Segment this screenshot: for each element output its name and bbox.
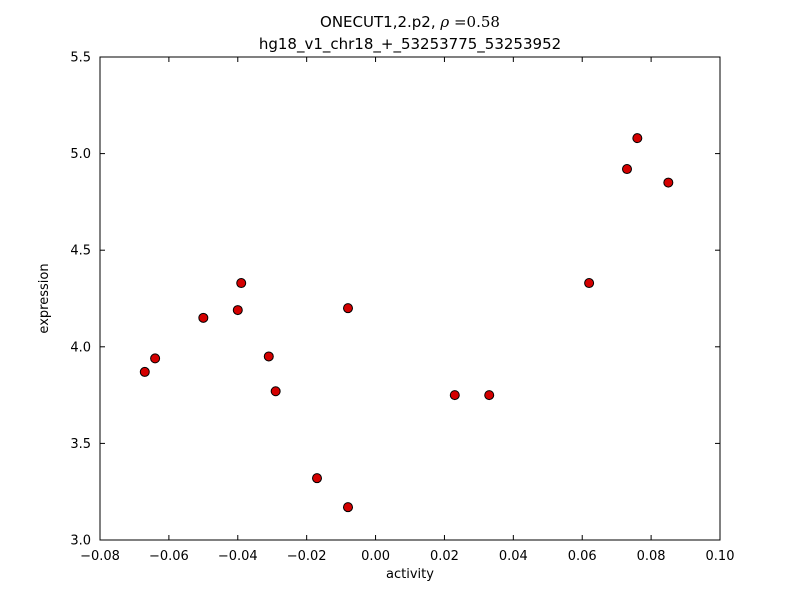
data-point bbox=[150, 353, 161, 364]
x-tick-label: 0.08 bbox=[637, 549, 666, 564]
y-tick-label: 5.0 bbox=[70, 147, 91, 162]
y-tick-label: 3.0 bbox=[70, 534, 91, 549]
plot-border bbox=[99, 56, 721, 541]
rho-symbol: ρ bbox=[440, 13, 450, 31]
x-tick-label: −0.08 bbox=[80, 549, 120, 564]
chart-title-correlation: =0.58 bbox=[449, 13, 500, 31]
data-point bbox=[139, 366, 150, 377]
data-point bbox=[263, 351, 274, 362]
data-point bbox=[449, 390, 460, 401]
x-tick-label: 0.04 bbox=[499, 549, 528, 564]
x-tick-label: 0.06 bbox=[568, 549, 597, 564]
x-axis-label: activity bbox=[386, 567, 434, 582]
x-tick-label: −0.04 bbox=[218, 549, 258, 564]
data-point bbox=[343, 303, 353, 314]
x-tick-label: 0.02 bbox=[430, 549, 459, 564]
data-point bbox=[312, 473, 322, 484]
data-point bbox=[622, 164, 632, 175]
data-point bbox=[663, 177, 674, 188]
y-tick-label: 4.0 bbox=[70, 340, 91, 355]
data-point bbox=[343, 502, 353, 513]
y-tick-label: 5.5 bbox=[70, 51, 91, 66]
x-tick-label: −0.06 bbox=[149, 549, 189, 564]
chart-title-text: ONECUT1,2.p2, bbox=[320, 13, 441, 31]
x-tick-label: 0.10 bbox=[706, 549, 735, 564]
data-point bbox=[632, 133, 643, 144]
data-point bbox=[484, 390, 495, 401]
chart-title: ONECUT1,2.p2, ρ =0.58 bbox=[100, 12, 720, 33]
data-point bbox=[198, 312, 209, 323]
x-tick-label: −0.02 bbox=[287, 549, 327, 564]
y-tick-label: 3.5 bbox=[70, 437, 91, 452]
data-point bbox=[270, 386, 281, 397]
data-point bbox=[584, 278, 595, 289]
data-point bbox=[236, 278, 247, 289]
data-point bbox=[232, 305, 243, 316]
chart-subtitle: hg18_v1_chr18_+_53253775_53253952 bbox=[258, 35, 562, 53]
y-axis-label: expression bbox=[37, 263, 52, 333]
x-tick-label: 0.00 bbox=[361, 549, 390, 564]
y-tick-label: 4.5 bbox=[70, 244, 91, 259]
